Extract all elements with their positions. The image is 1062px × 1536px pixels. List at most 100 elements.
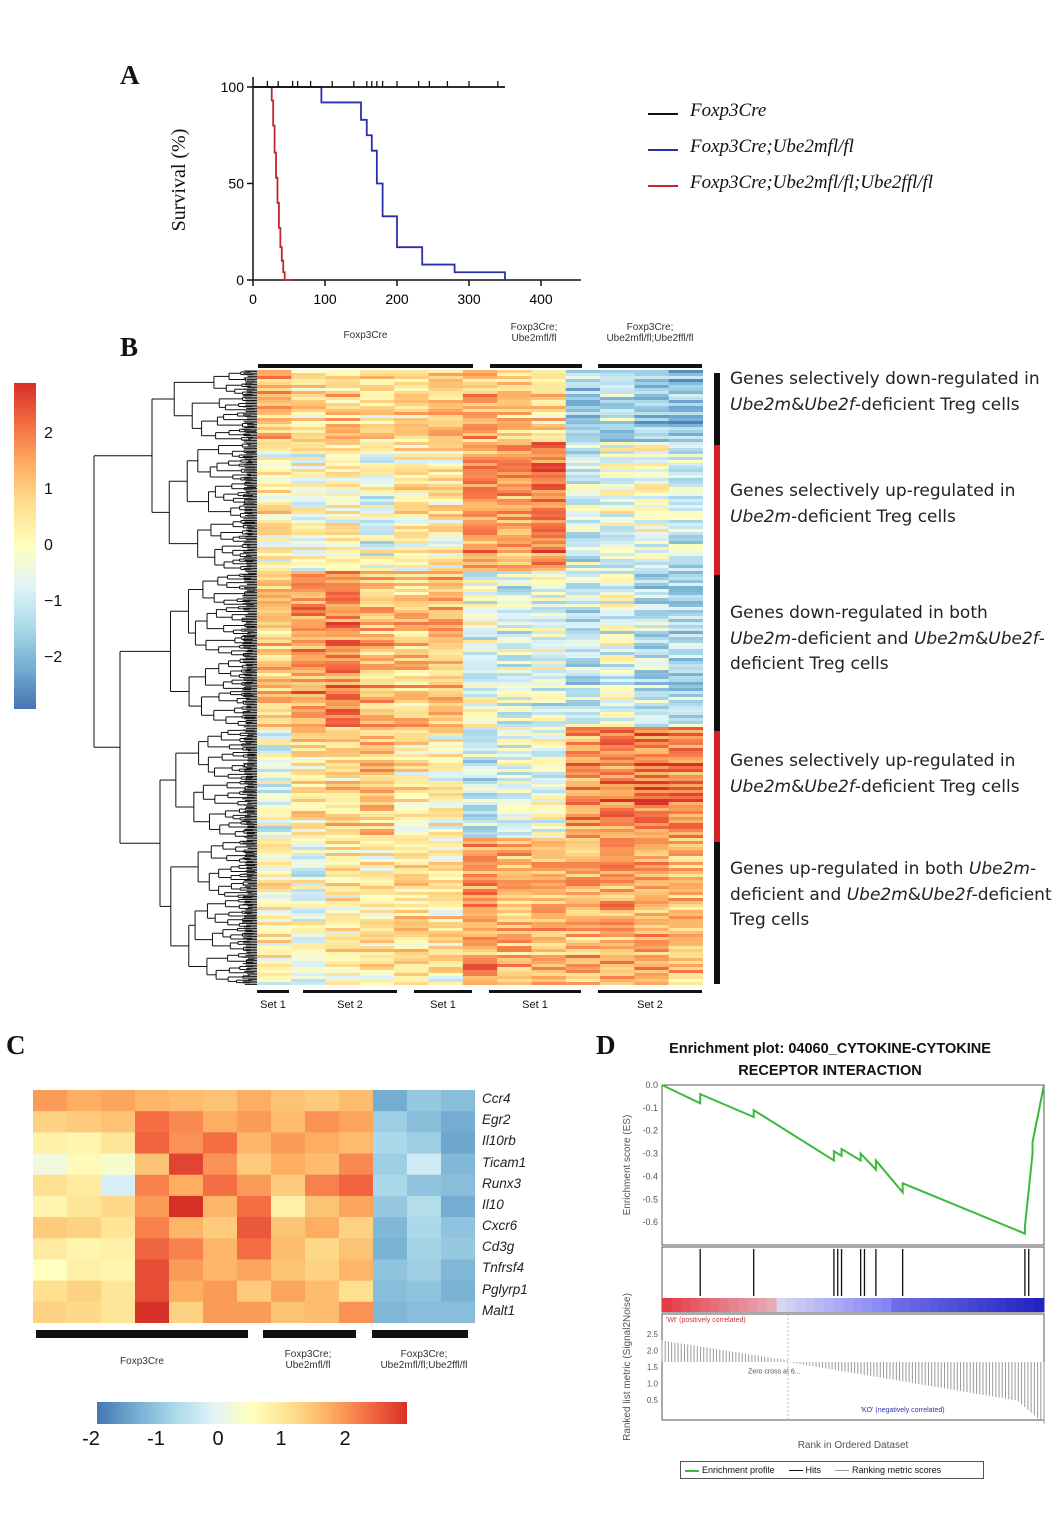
heatmap-cell: [257, 547, 292, 551]
heatmap-cell: [600, 388, 635, 392]
heatmap-cell: [565, 823, 601, 827]
heatmap-cell: [257, 457, 292, 461]
heatmap-cell: [428, 679, 464, 683]
heatmap-cell: [497, 427, 533, 431]
heatmap-cell: [497, 592, 533, 596]
heatmap-cell: [531, 676, 567, 680]
heatmap-cell: [565, 844, 601, 848]
heatmap-cell: [291, 829, 327, 833]
heatmap-cell: [291, 964, 327, 968]
heatmap-cell: [237, 1132, 272, 1155]
heatmap-cell: [257, 961, 292, 965]
heatmap-cell: [291, 832, 327, 836]
heatmap-cell: [634, 709, 670, 713]
heatmap-cell: [600, 565, 635, 569]
heatmap-cell: [428, 667, 464, 671]
heatmap-cell: [497, 691, 533, 695]
heatmap-cell: [497, 556, 533, 560]
heatmap-cell: [531, 673, 567, 677]
heatmap-cell: [428, 652, 464, 656]
heatmap-cell: [291, 649, 327, 653]
heatmap-cell: [359, 748, 395, 752]
heatmap-cell: [257, 910, 292, 914]
heatmap-cell: [462, 694, 498, 698]
heatmap-cell: [668, 463, 703, 467]
heatmap-cell: [359, 754, 395, 758]
rank-color-segment: [833, 1298, 844, 1312]
heatmap-cell: [462, 805, 498, 809]
heatmap-cell: [257, 559, 292, 563]
heatmap-cell: [428, 523, 464, 527]
heatmap-cell: [668, 685, 703, 689]
heatmap-cell: [101, 1238, 136, 1260]
heatmap-cell: [634, 397, 670, 401]
heatmap-cell: [325, 517, 361, 521]
heatmap-cell: [565, 538, 601, 542]
heatmap-cell: [497, 967, 533, 971]
rank-tick-label: 1.0: [647, 1380, 659, 1389]
heatmap-cell: [531, 880, 567, 884]
heatmap-cell: [428, 628, 464, 632]
heatmap-cell: [462, 556, 498, 560]
heatmap-cell: [668, 436, 703, 440]
heatmap-cell: [428, 892, 464, 896]
heatmap-cell: [428, 961, 464, 965]
heatmap-cell: [497, 772, 533, 776]
heatmap-cell: [531, 523, 567, 527]
heatmap-cell: [565, 976, 601, 980]
heatmap-cell: [325, 895, 361, 899]
heatmap-cell: [291, 391, 327, 395]
heatmap-cell: [428, 607, 464, 611]
heatmap-cell: [359, 709, 395, 713]
heatmap-cell: [531, 559, 567, 563]
heatmap-cell: [325, 733, 361, 737]
heatmap-cell: [600, 445, 635, 449]
heatmap-cell: [531, 937, 567, 941]
heatmap-cell: [565, 766, 601, 770]
heatmap-cell: [462, 973, 498, 977]
heatmap-cell: [325, 478, 361, 482]
heatmap-cell: [668, 937, 703, 941]
heatmap-cell: [394, 469, 430, 473]
heatmap-cell: [394, 523, 430, 527]
heatmap-cell: [325, 598, 361, 602]
heatmap-cell: [271, 1259, 306, 1282]
heatmap-cell: [634, 793, 670, 797]
heatmap-cell: [634, 856, 670, 860]
heatmap-cell: [325, 538, 361, 542]
heatmap-cell: [67, 1174, 102, 1197]
heatmap-cell: [428, 496, 464, 500]
heatmap-cell: [668, 835, 703, 839]
heatmap-cell: [428, 970, 464, 974]
heatmap-cell: [394, 958, 430, 962]
heatmap-cell: [257, 874, 292, 878]
heatmap-cell: [257, 583, 292, 587]
heatmap-cell: [497, 391, 533, 395]
heatmap-cell: [257, 685, 292, 689]
heatmap-cell: [565, 745, 601, 749]
heatmap-cell: [668, 868, 703, 872]
heatmap-cell: [203, 1111, 238, 1133]
heatmap-cell: [271, 1111, 306, 1133]
heatmap-cell: [291, 979, 327, 983]
heatmap-cell: [497, 466, 533, 470]
heatmap-cell: [531, 844, 567, 848]
heatmap-cell: [359, 814, 395, 818]
heatmap-cell: [462, 634, 498, 638]
heatmap-cell: [668, 766, 703, 770]
heatmap-cell: [600, 901, 635, 905]
heatmap-cell: [428, 397, 464, 401]
heatmap-cell: [462, 691, 498, 695]
heatmap-cell: [359, 979, 395, 983]
heatmap-cell: [394, 688, 430, 692]
heatmap-cell: [634, 541, 670, 545]
heatmap-cell: [257, 652, 292, 656]
heatmap-cell: [325, 463, 361, 467]
heatmap-cell: [531, 556, 567, 560]
heatmap-cell: [394, 607, 430, 611]
heatmap-cell: [531, 493, 567, 497]
heatmap-cell: [600, 784, 635, 788]
heatmap-cell: [428, 466, 464, 470]
heatmap-cell: [462, 856, 498, 860]
heatmap-cell: [497, 754, 533, 758]
